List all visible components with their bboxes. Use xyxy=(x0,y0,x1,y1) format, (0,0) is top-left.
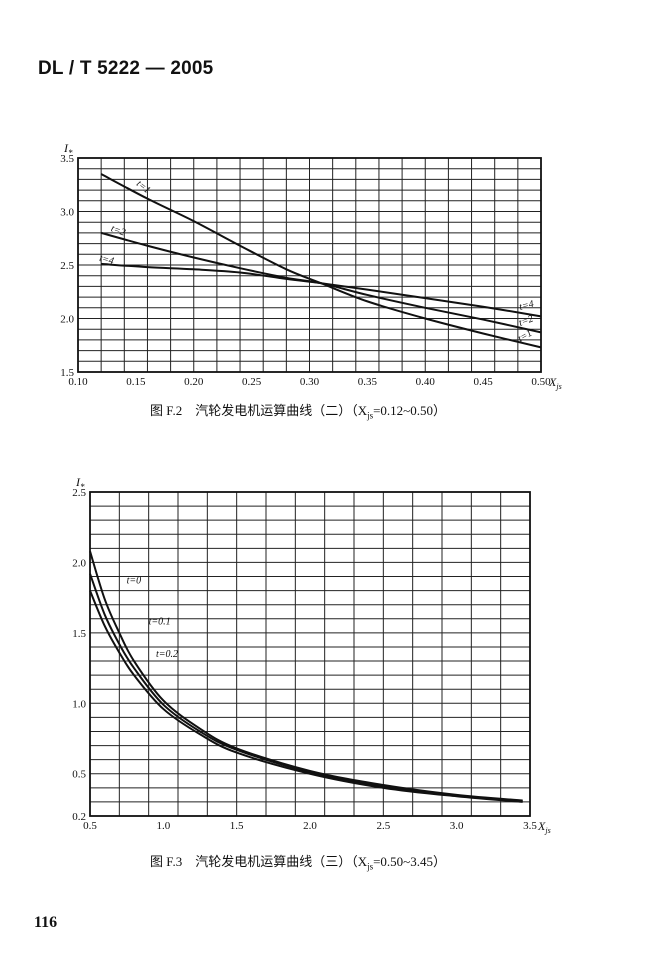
plot-frame xyxy=(77,157,542,373)
series-line-t-0-1 xyxy=(89,573,523,803)
series-label: t=2 xyxy=(109,223,126,238)
y-tick-label: 2.0 xyxy=(72,557,86,569)
series-line-t-4 xyxy=(101,262,542,318)
x-tick-label: 1.5 xyxy=(230,820,244,832)
caption-f2: 图 F.2 汽轮发电机运算曲线（二）（Xjs=0.12~0.50） xyxy=(150,403,446,421)
y-tick-label: 0.2 xyxy=(72,811,86,823)
x-tick-label: 0.45 xyxy=(474,376,494,388)
x-tick-label: 3.0 xyxy=(450,820,464,832)
caption-f3: 图 F.3 汽轮发电机运算曲线（三）（Xjs=0.50~3.45） xyxy=(150,854,446,872)
y-tick-label: 3.0 xyxy=(60,207,74,219)
series-label: t=4 xyxy=(98,253,115,267)
series-line-t-0-2 xyxy=(89,590,523,803)
series-label: t=0.2 xyxy=(156,649,178,660)
x-tick-label: 0.25 xyxy=(242,376,262,388)
y-tick-label: 2.0 xyxy=(60,314,74,326)
page-number: 116 xyxy=(34,914,58,931)
series-line-t-1 xyxy=(100,173,542,349)
x-tick-label: 3.5 xyxy=(523,820,537,832)
document-header: DL / T 5222 — 2005 xyxy=(38,58,214,79)
x-tick-label: 0.20 xyxy=(184,376,204,388)
x-tick-label: 0.35 xyxy=(358,376,378,388)
x-tick-label: 0.10 xyxy=(68,376,88,388)
x-tick-label: 2.5 xyxy=(376,820,390,832)
x-tick-label: 2.0 xyxy=(303,820,317,832)
plot-frame xyxy=(89,491,531,817)
x-tick-label: 0.5 xyxy=(83,820,97,832)
series-label: t=0.1 xyxy=(149,616,171,627)
series-line-t-0 xyxy=(89,550,523,802)
y-tick-label: 2.5 xyxy=(72,487,86,499)
chart-f2: 0.10 0.15 0.20 0.25 0.30 0.35 0.40 0.45 0.50 1.5 2… xyxy=(60,141,562,391)
chart-f3: 0.5 1.0 1.5 2.0 2.5 3.0 3.50.20.51.01.52.02.5X… xyxy=(72,475,551,835)
y-tick-label: 1.0 xyxy=(72,698,86,710)
y-tick-label: 0.5 xyxy=(72,769,86,781)
x-tick-label: 0.30 xyxy=(300,376,320,388)
y-tick-label: 3.5 xyxy=(60,153,74,165)
x-tick-label: 0.15 xyxy=(126,376,146,388)
y-tick-label: 1.5 xyxy=(60,367,74,379)
series-label: t=0 xyxy=(127,576,142,587)
x-tick-label: 1.0 xyxy=(156,820,170,832)
series-label: t=4 xyxy=(518,299,535,313)
y-tick-label: 1.5 xyxy=(72,628,86,640)
y-tick-label: 2.5 xyxy=(60,260,74,272)
series-label: t=2 xyxy=(517,314,534,329)
x-axis-label: Xjs xyxy=(537,819,551,835)
x-tick-label: 0.50 xyxy=(531,376,551,388)
y-axis-label: I* xyxy=(63,141,73,158)
x-axis-label: Xjs xyxy=(548,375,562,391)
y-axis-label: I* xyxy=(75,475,85,492)
x-tick-label: 0.40 xyxy=(416,376,436,388)
